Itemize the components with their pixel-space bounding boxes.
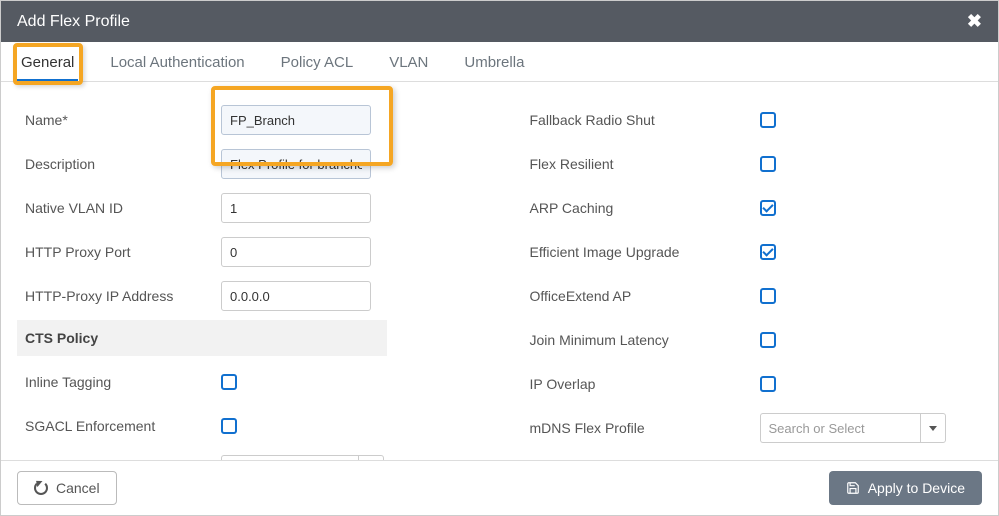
native-vlan-input[interactable] — [221, 193, 371, 223]
row-cts-profile: CTS Profile Name default-sxp-profile ✕ — [21, 450, 470, 460]
close-icon[interactable]: ✖ — [967, 11, 982, 32]
description-input[interactable] — [221, 149, 371, 179]
row-ip-overlap: IP Overlap — [530, 364, 979, 404]
left-column: Name* Description Native VLAN ID HTTP Pr… — [21, 100, 470, 450]
http-port-label: HTTP Proxy Port — [21, 244, 211, 260]
row-arp-caching: ARP Caching — [530, 188, 979, 228]
mdns-label: mDNS Flex Profile — [530, 420, 750, 436]
tab-local-auth[interactable]: Local Authentication — [106, 42, 248, 81]
row-efficient-upgrade: Efficient Image Upgrade — [530, 232, 979, 272]
modal: Add Flex Profile ✖ General Local Authent… — [0, 0, 999, 516]
chevron-down-icon[interactable] — [358, 455, 384, 460]
undo-icon — [34, 481, 48, 495]
join-latency-label: Join Minimum Latency — [530, 332, 750, 348]
chevron-down-icon[interactable] — [920, 413, 946, 443]
sgacl-checkbox[interactable] — [221, 418, 237, 434]
name-input[interactable] — [221, 105, 371, 135]
tab-vlan[interactable]: VLAN — [385, 42, 432, 81]
sgacl-label: SGACL Enforcement — [21, 418, 211, 434]
http-ip-input[interactable] — [221, 281, 371, 311]
name-label: Name* — [21, 112, 211, 128]
tab-general[interactable]: General — [17, 42, 78, 81]
inline-tagging-label: Inline Tagging — [21, 374, 211, 390]
officeextend-checkbox[interactable] — [760, 288, 776, 304]
row-flex-resilient: Flex Resilient — [530, 144, 979, 184]
tabs: General Local Authentication Policy ACL … — [1, 42, 998, 82]
cancel-label: Cancel — [56, 480, 100, 496]
flex-resilient-label: Flex Resilient — [530, 156, 750, 172]
http-port-input[interactable] — [221, 237, 371, 267]
inline-tagging-checkbox[interactable] — [221, 374, 237, 390]
mdns-placeholder: Search or Select — [769, 421, 865, 436]
description-label: Description — [21, 156, 211, 172]
efficient-upgrade-checkbox[interactable] — [760, 244, 776, 260]
row-description: Description — [21, 144, 470, 184]
officeextend-label: OfficeExtend AP — [530, 288, 750, 304]
right-column: Fallback Radio Shut Flex Resilient ARP C… — [530, 100, 979, 450]
row-name: Name* — [21, 100, 470, 140]
cts-profile-select[interactable]: default-sxp-profile ✕ — [221, 455, 384, 460]
modal-body: Name* Description Native VLAN ID HTTP Pr… — [1, 82, 998, 460]
row-native-vlan: Native VLAN ID — [21, 188, 470, 228]
row-officeextend: OfficeExtend AP — [530, 276, 979, 316]
row-mdns: mDNS Flex Profile Search or Select — [530, 408, 979, 448]
tab-umbrella[interactable]: Umbrella — [460, 42, 528, 81]
row-http-ip: HTTP-Proxy IP Address — [21, 276, 470, 316]
cts-section-header: CTS Policy — [17, 320, 387, 356]
ip-overlap-label: IP Overlap — [530, 376, 750, 392]
efficient-upgrade-label: Efficient Image Upgrade — [530, 244, 750, 260]
mdns-select[interactable]: Search or Select — [760, 413, 946, 443]
arp-caching-label: ARP Caching — [530, 200, 750, 216]
cancel-button[interactable]: Cancel — [17, 471, 117, 505]
row-http-port: HTTP Proxy Port — [21, 232, 470, 272]
row-sgacl: SGACL Enforcement — [21, 406, 470, 446]
apply-label: Apply to Device — [868, 480, 965, 496]
row-inline-tagging: Inline Tagging — [21, 362, 470, 402]
save-icon — [846, 481, 860, 495]
tab-policy-acl[interactable]: Policy ACL — [277, 42, 358, 81]
join-latency-checkbox[interactable] — [760, 332, 776, 348]
fallback-checkbox[interactable] — [760, 112, 776, 128]
ip-overlap-checkbox[interactable] — [760, 376, 776, 392]
modal-title: Add Flex Profile — [17, 13, 130, 31]
fallback-label: Fallback Radio Shut — [530, 112, 750, 128]
http-ip-label: HTTP-Proxy IP Address — [21, 288, 211, 304]
row-fallback: Fallback Radio Shut — [530, 100, 979, 140]
row-join-latency: Join Minimum Latency — [530, 320, 979, 360]
apply-button[interactable]: Apply to Device — [829, 471, 982, 505]
modal-footer: Cancel Apply to Device — [1, 460, 998, 515]
modal-header: Add Flex Profile ✖ — [1, 1, 998, 42]
arp-caching-checkbox[interactable] — [760, 200, 776, 216]
native-vlan-label: Native VLAN ID — [21, 200, 211, 216]
flex-resilient-checkbox[interactable] — [760, 156, 776, 172]
